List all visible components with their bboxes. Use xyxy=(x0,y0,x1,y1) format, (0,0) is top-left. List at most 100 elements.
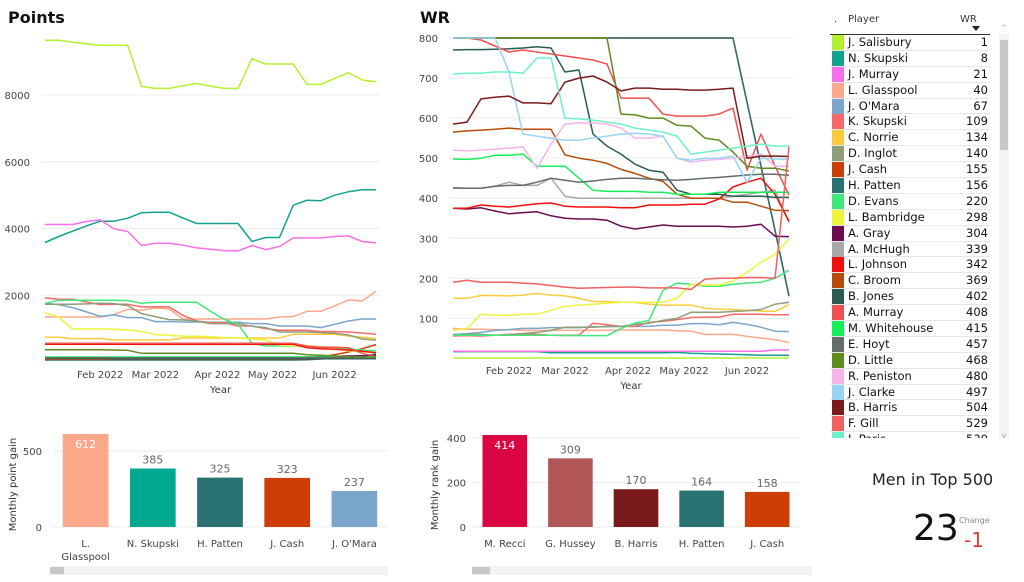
y-tick-label: 0 xyxy=(460,523,466,534)
bar[interactable] xyxy=(744,491,790,527)
series-line-n-skupski[interactable] xyxy=(453,350,789,356)
table-row[interactable]: C. Norrie 134 xyxy=(830,130,990,147)
scroll-up-icon[interactable]: ^ xyxy=(1001,24,1007,32)
points-chart-title: Points xyxy=(8,8,65,27)
bar[interactable] xyxy=(613,489,659,527)
x-axis-title: Year xyxy=(619,381,642,392)
series-line-e-hoyt[interactable] xyxy=(452,173,790,189)
table-row[interactable]: J. Clarke 497 xyxy=(830,384,990,401)
series-line-r-peniston[interactable] xyxy=(452,122,789,169)
series-line-d-little[interactable] xyxy=(45,348,377,359)
bar[interactable] xyxy=(548,458,593,527)
player-name: M. Whitehouse xyxy=(848,321,934,336)
table-row[interactable]: L. Glasspool 40 xyxy=(830,82,990,99)
table-row[interactable]: L. Johnson 342 xyxy=(830,257,990,274)
player-wr: 402 xyxy=(966,289,988,304)
bar[interactable] xyxy=(129,468,176,527)
series-line-d-little[interactable] xyxy=(453,37,790,172)
series-line-d-inglot[interactable] xyxy=(45,302,377,342)
table-row[interactable]: C. Broom 369 xyxy=(830,273,990,290)
rank-gain-scrollbar[interactable] xyxy=(472,566,812,575)
x-category-label: Glasspool xyxy=(61,552,109,563)
scrollbar-thumb[interactable] xyxy=(1000,40,1008,150)
header-player[interactable]: Player xyxy=(848,14,880,25)
player-wr: 468 xyxy=(966,352,988,367)
bar[interactable] xyxy=(679,490,724,527)
table-row[interactable]: J. Murray 21 xyxy=(830,66,990,83)
table-row[interactable]: N. Skupski 8 xyxy=(830,50,990,67)
sort-desc-icon[interactable] xyxy=(972,26,980,31)
player-wr: 304 xyxy=(966,225,988,240)
y-tick-label: 8000 xyxy=(5,91,30,102)
table-row[interactable]: R. Peniston 480 xyxy=(830,368,990,385)
y-tick-label: 600 xyxy=(419,114,438,125)
player-name: D. Evans xyxy=(848,193,899,208)
series-line-c-broom[interactable] xyxy=(452,127,790,212)
color-swatch xyxy=(832,416,844,432)
series-line-a-gray[interactable] xyxy=(452,207,790,238)
bar[interactable] xyxy=(264,477,311,527)
series-line-k-skupski[interactable] xyxy=(452,313,789,337)
y-tick-label: 2000 xyxy=(5,291,30,302)
series-line-j-murray[interactable] xyxy=(45,219,377,252)
series-line-c-norrie[interactable] xyxy=(45,333,377,341)
table-row[interactable]: J. Cash 155 xyxy=(830,162,990,179)
series-line-a-murray[interactable] xyxy=(453,37,790,196)
color-swatch xyxy=(832,352,844,368)
player-wr: 497 xyxy=(966,384,988,399)
color-swatch xyxy=(832,162,844,178)
table-row[interactable]: B. Jones 402 xyxy=(830,289,990,306)
table-row[interactable]: M. Whitehouse 415 xyxy=(830,321,990,337)
table-row[interactable]: D. Little 468 xyxy=(830,352,990,369)
series-line-f-gill[interactable] xyxy=(452,146,790,291)
table-row[interactable]: J. Salisbury 1 xyxy=(830,35,990,51)
header-wr[interactable]: WR xyxy=(960,14,977,25)
color-swatch xyxy=(832,432,844,438)
table-row[interactable]: J. Paris 530 xyxy=(830,432,990,438)
series-line-l-bambridge[interactable] xyxy=(452,238,790,332)
series-line-k-skupski[interactable] xyxy=(44,297,377,336)
series-line-j-paris[interactable] xyxy=(452,57,789,155)
scroll-down-icon[interactable]: v xyxy=(1001,432,1007,440)
x-tick-label: Jun 2022 xyxy=(311,370,356,381)
series-line-d-evans[interactable] xyxy=(453,269,790,337)
player-wr: 369 xyxy=(966,273,988,288)
series-line-j-murray[interactable] xyxy=(453,349,789,352)
player-name: L. Glasspool xyxy=(848,82,918,97)
bar[interactable] xyxy=(482,435,528,527)
table-row[interactable]: D. Evans 220 xyxy=(830,193,990,210)
table-row[interactable]: L. Bambridge 298 xyxy=(830,209,990,226)
series-line-b-harris[interactable] xyxy=(452,75,790,159)
bar[interactable] xyxy=(62,434,109,527)
table-row[interactable]: A. McHugh 339 xyxy=(830,241,990,258)
table-row[interactable]: D. Inglot 140 xyxy=(830,146,990,163)
table-row[interactable]: F. Gill 529 xyxy=(830,416,990,433)
table-row[interactable]: A. Murray 408 xyxy=(830,305,990,322)
table-row[interactable]: A. Gray 304 xyxy=(830,225,990,242)
y-tick-label: 4000 xyxy=(5,225,30,236)
bar[interactable] xyxy=(197,477,243,527)
scrollbar-thumb[interactable] xyxy=(472,567,490,574)
monthly-point-gain-chart: 0 500 Monthly point gain 612 L. Glasspool 385 N… xyxy=(8,434,388,563)
x-category-label: G. Hussey xyxy=(545,539,596,550)
series-line-a-murray[interactable] xyxy=(45,342,377,358)
series-line-j-salisbury[interactable] xyxy=(45,39,377,90)
table-row[interactable]: B. Harris 504 xyxy=(830,400,990,417)
table-row[interactable]: K. Skupski 109 xyxy=(830,114,990,131)
y-tick-label: 400 xyxy=(447,434,466,445)
scrollbar-thumb[interactable] xyxy=(50,567,64,574)
table-scrollbar[interactable]: ^ v xyxy=(999,24,1009,440)
table-row[interactable]: J. O'Mara 67 xyxy=(830,98,990,115)
point-gain-scrollbar[interactable] xyxy=(50,566,388,575)
series-line-l-johnson[interactable] xyxy=(45,343,377,354)
player-name: J. Murray xyxy=(848,66,900,81)
series-line-n-skupski[interactable] xyxy=(44,189,376,244)
table-row[interactable]: E. Hoyt 457 xyxy=(830,336,990,353)
bar[interactable] xyxy=(331,490,378,527)
bar-value-label: 414 xyxy=(494,439,515,452)
series-line-l-johnson[interactable] xyxy=(453,177,790,222)
series-line-b-jones[interactable] xyxy=(452,46,789,199)
x-tick-label: Mar 2022 xyxy=(541,366,589,377)
series-line-m-whitehouse[interactable] xyxy=(452,153,789,195)
table-row[interactable]: H. Patten 156 xyxy=(830,178,990,194)
